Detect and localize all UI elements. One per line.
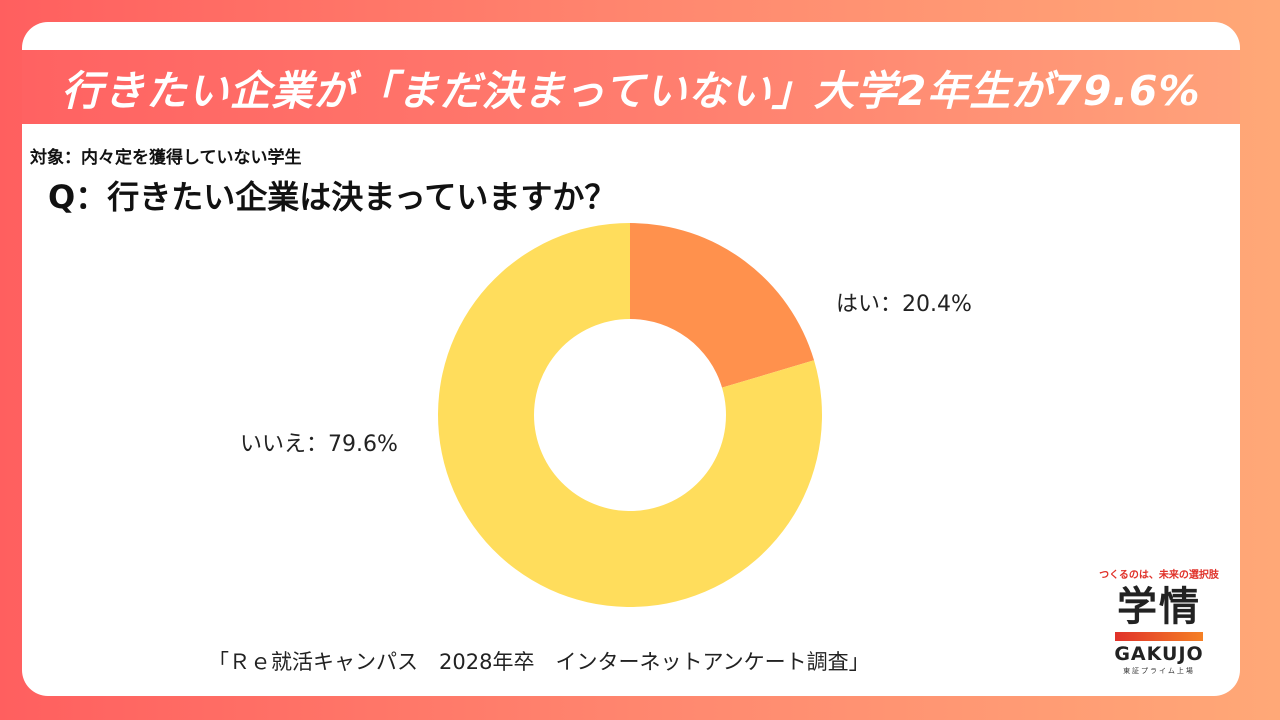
survey-question: Q：行きたい企業は決まっていますか？ bbox=[48, 178, 617, 216]
survey-subject: 対象：内々定を獲得していない学生 bbox=[30, 148, 302, 168]
logo-tagline: つくるのは、未来の選択肢 bbox=[1099, 570, 1219, 581]
gakujo-logo: つくるのは、未来の選択肢 学情 GAKUJO 東証プライム上場 bbox=[1084, 566, 1234, 690]
donut-chart bbox=[438, 223, 822, 607]
data-label-yes: はい：20.4% bbox=[836, 292, 972, 317]
title-banner: 行きたい企業が「まだ決まっていない」大学2年生が79.6% bbox=[22, 50, 1240, 124]
content-card: 行きたい企業が「まだ決まっていない」大学2年生が79.6% 対象：内々定を獲得し… bbox=[22, 22, 1240, 696]
data-label-no: いいえ：79.6% bbox=[240, 432, 398, 457]
logo-name: GAKUJO bbox=[1114, 643, 1204, 665]
survey-source: 「Ｒｅ就活キャンパス 2028年卒 インターネットアンケート調査」 bbox=[208, 650, 870, 674]
logo-sub: 東証プライム上場 bbox=[1123, 667, 1195, 675]
logo-bar bbox=[1115, 632, 1203, 641]
logo-mark: 学情 bbox=[1117, 584, 1201, 630]
donut-slice-yes bbox=[630, 223, 815, 388]
donut-slice-no bbox=[438, 223, 822, 607]
page-title: 行きたい企業が「まだ決まっていない」大学2年生が79.6% bbox=[61, 67, 1201, 115]
